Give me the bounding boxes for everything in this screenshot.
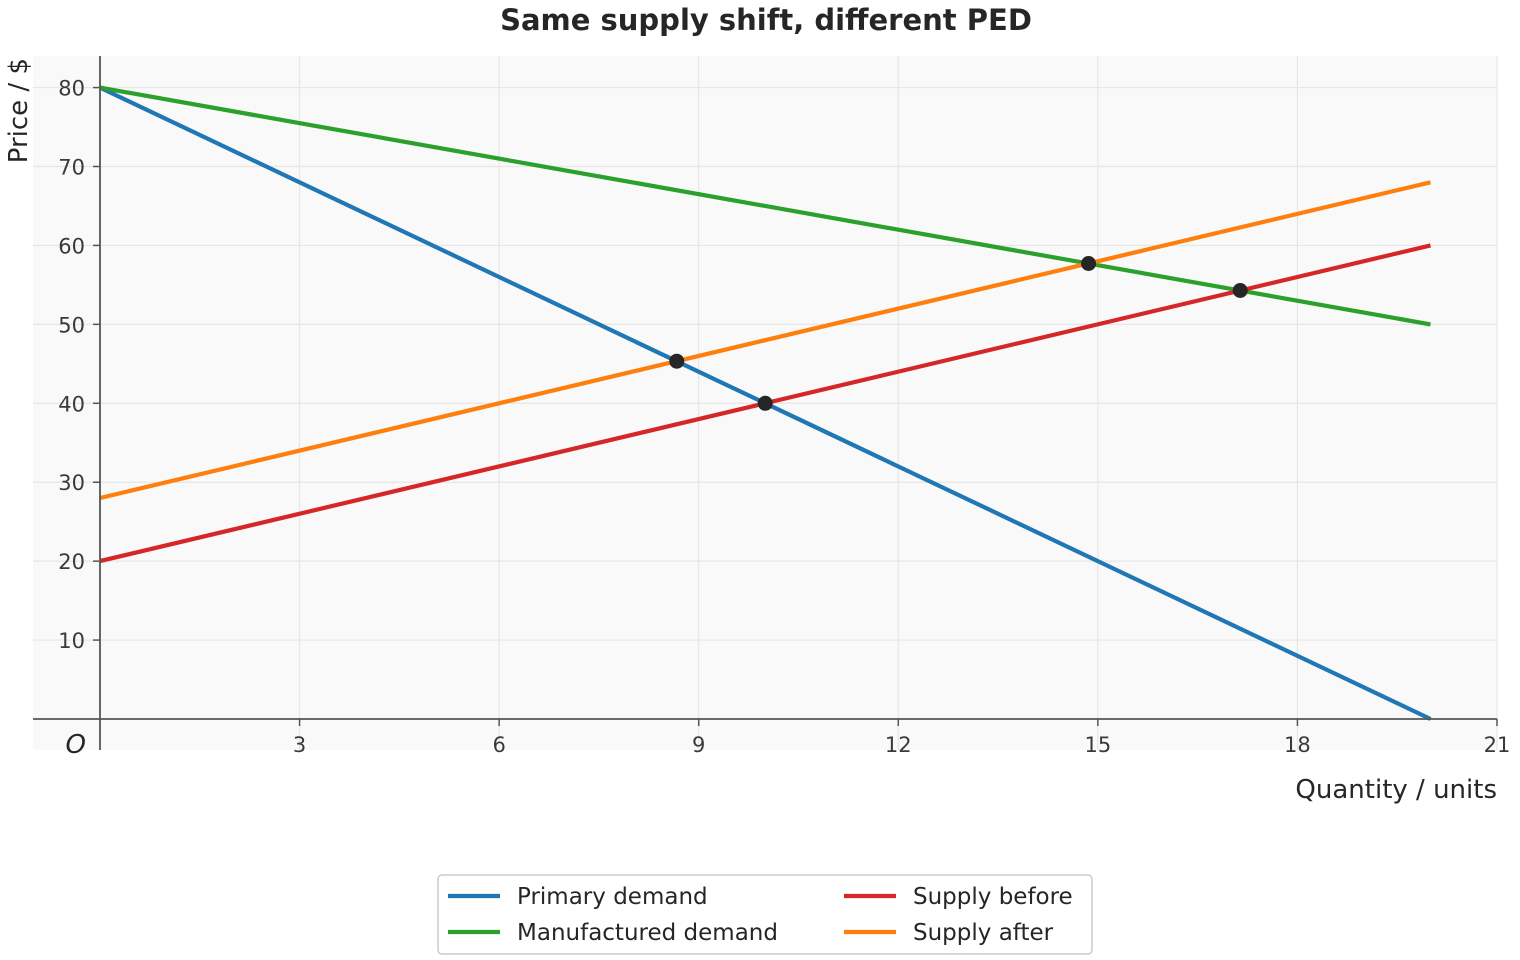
equilibrium-point	[669, 353, 685, 369]
y-tick-label: 10	[58, 629, 85, 653]
x-tick-label: 3	[293, 733, 306, 757]
ticks: 3 6 9 12 15 18 21 10 20 30 40 50 60 70 80	[58, 77, 1510, 757]
legend-box	[437, 874, 1093, 955]
x-tick-label: 21	[1484, 733, 1511, 757]
equilibrium-point	[1081, 256, 1097, 272]
x-tick-label: 18	[1284, 733, 1311, 757]
manufactured-demand-line	[99, 85, 1431, 327]
equilibrium-point	[1232, 282, 1248, 298]
y-tick-label: 30	[58, 471, 85, 495]
y-tick-label: 70	[58, 156, 85, 180]
legend-label-primary-demand: Primary demand	[517, 884, 708, 910]
supply-after-line	[99, 180, 1431, 501]
y-axis-label: Price / $	[4, 58, 34, 163]
y-tick-label: 50	[58, 313, 85, 337]
chart-title: Same supply shift, different PED	[500, 3, 1032, 37]
x-tick-label: 6	[492, 733, 505, 757]
legend-label-supply-before: Supply before	[913, 884, 1073, 910]
y-tick-label: 20	[58, 550, 85, 574]
x-tick-label: 9	[692, 733, 705, 757]
x-axis-label: Quantity / units	[1295, 775, 1497, 805]
legend-label-manufactured-demand: Manufactured demand	[517, 920, 778, 946]
legend: Primary demand Manufactured demand Supply …	[437, 874, 1093, 955]
x-tick-label: 12	[885, 733, 912, 757]
x-tick-label: 15	[1084, 733, 1111, 757]
equilibrium-points	[669, 256, 1248, 411]
equilibrium-point	[757, 395, 773, 411]
origin-label: O	[66, 730, 86, 760]
y-tick-label: 60	[58, 234, 85, 258]
y-tick-label: 80	[58, 77, 85, 101]
y-tick-label: 40	[58, 392, 85, 416]
legend-label-supply-after: Supply after	[913, 920, 1054, 946]
